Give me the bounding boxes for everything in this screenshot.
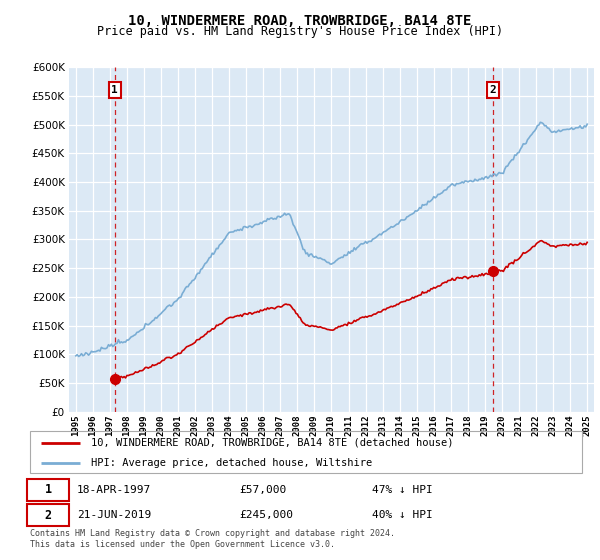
Text: 1: 1 bbox=[112, 85, 118, 95]
FancyBboxPatch shape bbox=[27, 478, 68, 501]
FancyBboxPatch shape bbox=[27, 504, 68, 526]
Text: HPI: Average price, detached house, Wiltshire: HPI: Average price, detached house, Wilt… bbox=[91, 458, 372, 468]
Text: 10, WINDERMERE ROAD, TROWBRIDGE, BA14 8TE (detached house): 10, WINDERMERE ROAD, TROWBRIDGE, BA14 8T… bbox=[91, 438, 453, 448]
Text: Contains HM Land Registry data © Crown copyright and database right 2024.
This d: Contains HM Land Registry data © Crown c… bbox=[30, 529, 395, 549]
Text: Price paid vs. HM Land Registry's House Price Index (HPI): Price paid vs. HM Land Registry's House … bbox=[97, 25, 503, 38]
Text: 1: 1 bbox=[44, 483, 52, 496]
Text: £245,000: £245,000 bbox=[240, 510, 294, 520]
Text: 10, WINDERMERE ROAD, TROWBRIDGE, BA14 8TE: 10, WINDERMERE ROAD, TROWBRIDGE, BA14 8T… bbox=[128, 14, 472, 28]
Text: £57,000: £57,000 bbox=[240, 484, 287, 494]
Text: 2: 2 bbox=[44, 509, 52, 522]
Text: 2: 2 bbox=[490, 85, 496, 95]
Text: 18-APR-1997: 18-APR-1997 bbox=[77, 484, 151, 494]
Text: 47% ↓ HPI: 47% ↓ HPI bbox=[372, 484, 433, 494]
Text: 21-JUN-2019: 21-JUN-2019 bbox=[77, 510, 151, 520]
Text: 40% ↓ HPI: 40% ↓ HPI bbox=[372, 510, 433, 520]
